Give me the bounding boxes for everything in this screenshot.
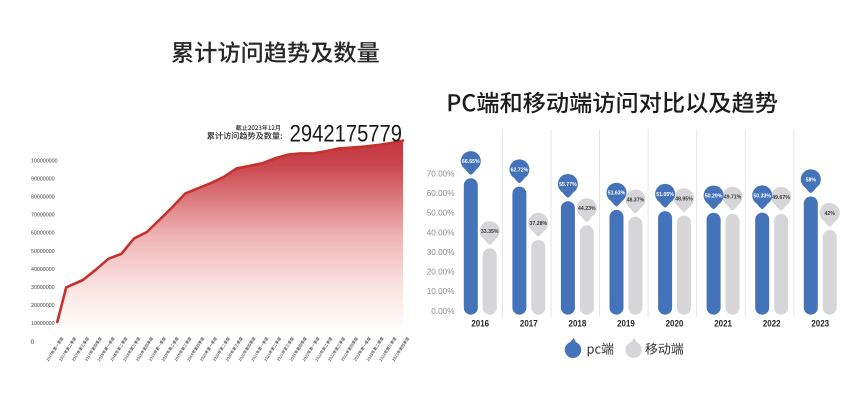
svg-text:44.23%: 44.23% bbox=[578, 206, 596, 212]
svg-text:70000000: 70000000 bbox=[31, 213, 55, 219]
svg-text:20000000: 20000000 bbox=[31, 303, 55, 309]
svg-text:2018: 2018 bbox=[569, 318, 587, 329]
svg-text:2019: 2019 bbox=[617, 318, 635, 329]
svg-text:51.05%: 51.05% bbox=[656, 192, 674, 198]
svg-text:42%: 42% bbox=[825, 211, 836, 217]
svg-text:2021: 2021 bbox=[714, 318, 732, 329]
svg-text:70.00%: 70.00% bbox=[427, 169, 455, 178]
svg-text:2023: 2023 bbox=[811, 318, 829, 329]
svg-text:58%: 58% bbox=[806, 177, 817, 183]
svg-text:30.00%: 30.00% bbox=[427, 248, 455, 257]
svg-text:50000000: 50000000 bbox=[31, 249, 55, 255]
svg-text:50.00%: 50.00% bbox=[427, 209, 455, 218]
svg-text:20.00%: 20.00% bbox=[427, 268, 455, 277]
svg-text:51.63%: 51.63% bbox=[608, 191, 626, 197]
svg-text:2016: 2016 bbox=[471, 318, 489, 329]
svg-text:10.00%: 10.00% bbox=[427, 287, 455, 296]
svg-text:49.67%: 49.67% bbox=[772, 195, 790, 201]
svg-text:50.29%: 50.29% bbox=[705, 194, 723, 200]
svg-text:48.95%: 48.95% bbox=[675, 196, 693, 202]
svg-text:30000000: 30000000 bbox=[31, 285, 55, 291]
svg-text:62.72%: 62.72% bbox=[511, 167, 529, 173]
svg-text:60000000: 60000000 bbox=[31, 231, 55, 237]
svg-text:49.71%: 49.71% bbox=[724, 195, 742, 201]
svg-text:2022: 2022 bbox=[763, 318, 781, 329]
svg-text:2020: 2020 bbox=[666, 318, 684, 329]
svg-text:37.28%: 37.28% bbox=[529, 221, 547, 227]
svg-text:0: 0 bbox=[31, 339, 35, 346]
svg-text:2942175779: 2942175779 bbox=[290, 120, 402, 147]
svg-text:60.00%: 60.00% bbox=[427, 189, 455, 198]
svg-text:90000000: 90000000 bbox=[31, 177, 55, 183]
svg-text:100000000: 100000000 bbox=[31, 159, 58, 165]
svg-text:66.65%: 66.65% bbox=[462, 159, 480, 165]
svg-text:48.37%: 48.37% bbox=[627, 198, 645, 204]
svg-text:55.77%: 55.77% bbox=[559, 182, 577, 188]
svg-text:33.35%: 33.35% bbox=[481, 229, 499, 235]
svg-text:50.33%: 50.33% bbox=[753, 193, 771, 199]
svg-text:40000000: 40000000 bbox=[31, 267, 55, 273]
svg-text:0.00%: 0.00% bbox=[431, 307, 454, 316]
svg-text:80000000: 80000000 bbox=[31, 195, 55, 201]
svg-text:40.00%: 40.00% bbox=[427, 228, 455, 237]
svg-text:2017: 2017 bbox=[520, 318, 538, 329]
svg-text:10000000: 10000000 bbox=[31, 321, 55, 327]
